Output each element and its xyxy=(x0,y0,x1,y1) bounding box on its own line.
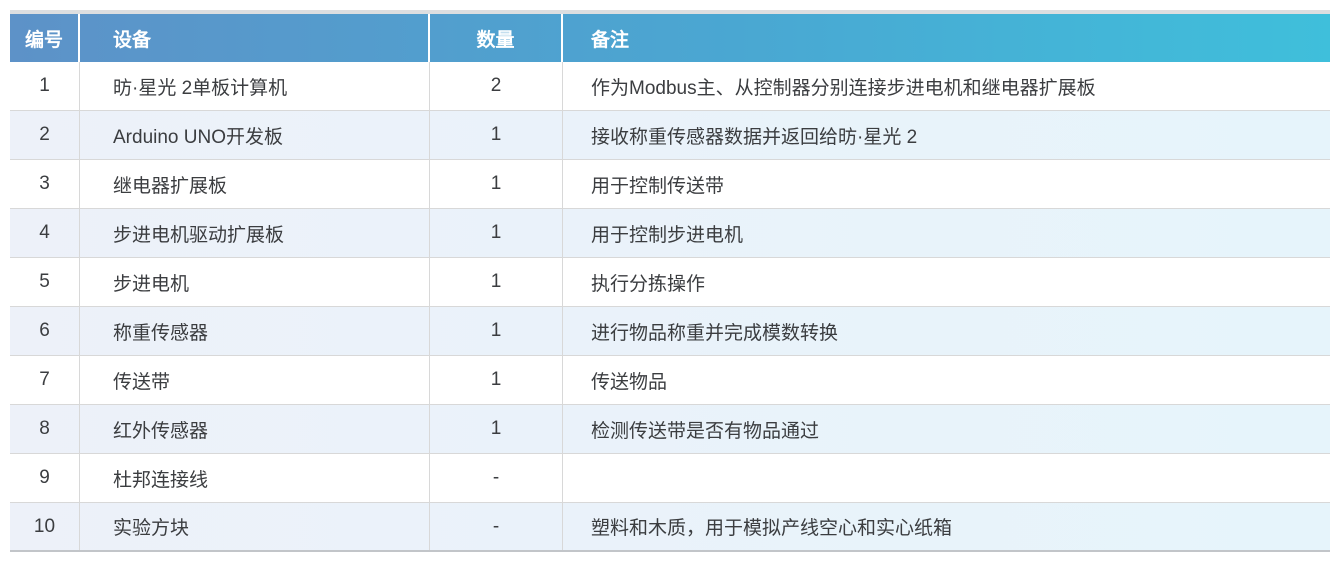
table-row: 2 Arduino UNO开发板 1 接收称重传感器数据并返回给昉·星光 2 xyxy=(10,111,1330,160)
column-header-number: 编号 xyxy=(10,14,80,62)
cell-remark: 塑料和木质，用于模拟产线空心和实心纸箱 xyxy=(591,518,953,539)
cell-device: 昉·星光 2单板计算机 xyxy=(80,62,430,110)
cell-remark: 用于控制步进电机 xyxy=(591,224,744,246)
cell-remark: 执行分拣操作 xyxy=(591,273,706,295)
cell-device: 步进电机 xyxy=(80,258,430,306)
cell-remark: 传送物品 xyxy=(591,371,668,393)
cell-remark: 接收称重传感器数据并返回给昉·星光 2 xyxy=(591,126,918,148)
cell-number: 7 xyxy=(10,356,80,404)
table-header-row: 编号 设备 数量 备注 xyxy=(10,14,1330,62)
page: 编号 设备 数量 备注 1 昉·星光 2单板计算机 2 作为Modbus主、从控… xyxy=(10,10,1330,552)
cell-number: 10 xyxy=(10,503,80,550)
cell-quantity: 1 xyxy=(430,356,563,404)
cell-number: 4 xyxy=(10,209,80,257)
cell-quantity: - xyxy=(430,454,563,502)
cell-remark: 进行物品称重并完成模数转换 xyxy=(591,322,839,344)
cell-device: 杜邦连接线 xyxy=(80,454,430,502)
equipment-table: 编号 设备 数量 备注 1 昉·星光 2单板计算机 2 作为Modbus主、从控… xyxy=(10,10,1330,552)
cell-number: 1 xyxy=(10,62,80,110)
column-header-device: 设备 xyxy=(80,14,430,62)
table-row: 4 步进电机驱动扩展板 1 用于控制步进电机 xyxy=(10,209,1330,258)
table-row: 3 继电器扩展板 1 用于控制传送带 xyxy=(10,160,1330,209)
cell-quantity: 1 xyxy=(430,307,563,355)
cell-number: 3 xyxy=(10,160,80,208)
column-header-quantity: 数量 xyxy=(430,14,563,62)
cell-number: 8 xyxy=(10,405,80,453)
cell-remark xyxy=(563,454,1330,502)
cell-quantity: 1 xyxy=(430,160,563,208)
table-row: 10 实验方块 - 塑料和木质，用于模拟产线空心和实心纸箱 xyxy=(10,503,1330,552)
cell-remark: 作为Modbus主、从控制器分别连接步进电机和继电器扩展板 xyxy=(591,77,1096,99)
cell-number: 9 xyxy=(10,454,80,502)
cell-quantity: 1 xyxy=(430,258,563,306)
table-row: 8 红外传感器 1 检测传送带是否有物品通过 xyxy=(10,405,1330,454)
cell-remark: 用于控制传送带 xyxy=(591,175,725,197)
table-row: 1 昉·星光 2单板计算机 2 作为Modbus主、从控制器分别连接步进电机和继… xyxy=(10,62,1330,111)
cell-remark: 检测传送带是否有物品通过 xyxy=(591,420,820,442)
cell-device: 继电器扩展板 xyxy=(80,160,430,208)
cell-device: 传送带 xyxy=(80,356,430,404)
cell-number: 5 xyxy=(10,258,80,306)
table-row: 5 步进电机 1 执行分拣操作 xyxy=(10,258,1330,307)
cell-quantity: 1 xyxy=(430,405,563,453)
cell-quantity: 2 xyxy=(430,62,563,110)
table-row: 6 称重传感器 1 进行物品称重并完成模数转换 xyxy=(10,307,1330,356)
cell-number: 2 xyxy=(10,111,80,159)
table-top-border xyxy=(10,10,1330,14)
cell-device: 红外传感器 xyxy=(80,405,430,453)
cell-device: 实验方块 xyxy=(80,503,430,550)
table-row: 7 传送带 1 传送物品 xyxy=(10,356,1330,405)
cell-quantity: 1 xyxy=(430,111,563,159)
cell-device: Arduino UNO开发板 xyxy=(80,111,430,159)
cell-device: 称重传感器 xyxy=(80,307,430,355)
column-header-remark: 备注 xyxy=(591,29,630,51)
table-row: 9 杜邦连接线 - xyxy=(10,454,1330,503)
cell-device: 步进电机驱动扩展板 xyxy=(80,209,430,257)
cell-quantity: 1 xyxy=(430,209,563,257)
cell-number: 6 xyxy=(10,307,80,355)
cell-quantity: - xyxy=(430,503,563,550)
